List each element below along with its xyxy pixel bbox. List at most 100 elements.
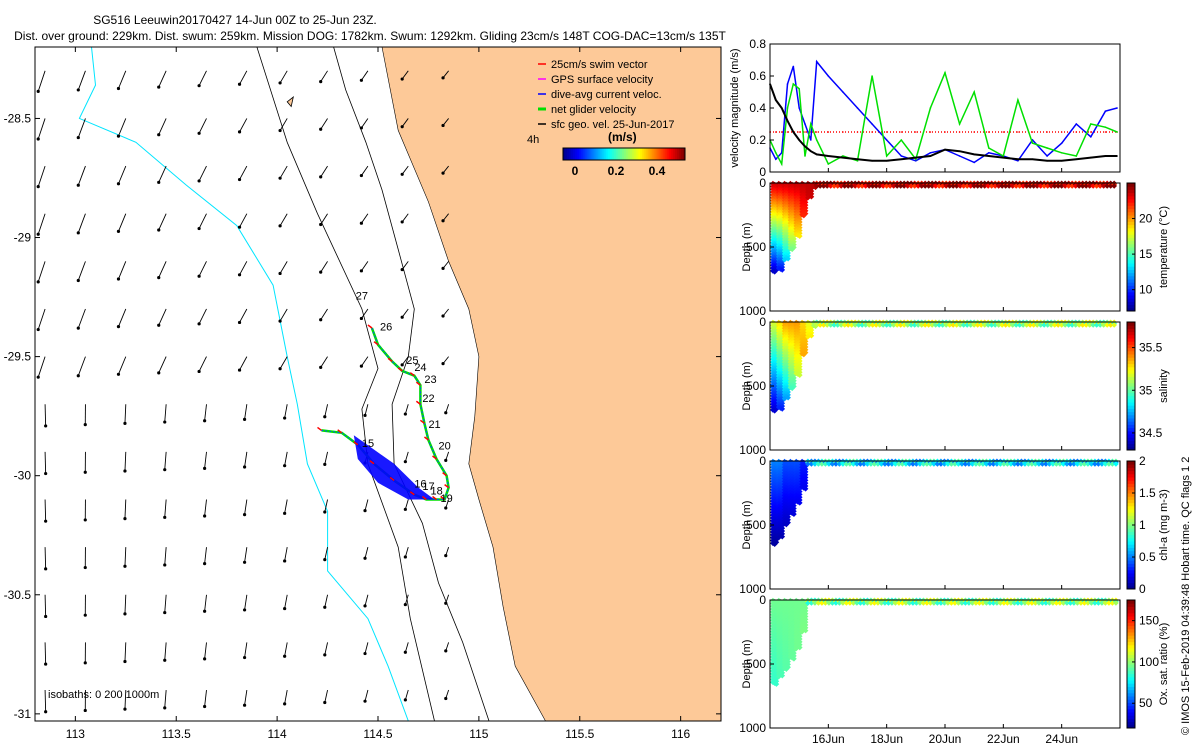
geo-vector-head [123,564,127,568]
point-net-glider [1031,142,1034,144]
geo-vector [118,261,127,280]
geo-vector-head [441,362,445,366]
geo-vector-head [36,327,40,332]
swim-vector [442,472,448,477]
point-dive-avg-current [1090,136,1092,138]
geo-vector [284,642,288,657]
geo-vector-head [44,710,48,714]
geo-vector-head [36,280,40,284]
depth-colorbar-cell [1127,376,1135,381]
velocity-ytick-label: 0.2 [749,133,766,147]
geo-vector [244,594,248,610]
depth-colorbar-cell [1127,202,1135,206]
geo-vector-head [197,84,201,88]
geo-vector-head [323,462,327,466]
depth-panel-frame [769,460,1121,590]
depth-colorbar-cell [1127,421,1135,425]
geo-vector-head [323,510,327,514]
map-colorbar: 0 0.2 0.4 [562,147,686,178]
colorbar-cell [613,148,617,160]
geo-vector-head [163,515,167,519]
point-swim [987,131,990,133]
depth-colorbar-cell [1127,295,1135,299]
depth-colorbar-cell [1127,408,1135,413]
geo-vector [158,165,167,183]
point-sfc-geo-vel- [780,107,783,109]
depth-colorbar-cell [1127,304,1135,309]
point-net-glider [842,155,844,157]
depth-colorbar-frame [1126,599,1136,729]
depth-colorbar-cell [1127,708,1135,713]
day-label-25: 25 [406,355,418,367]
colorbar-cell [624,148,627,160]
geo-vector-head [359,173,363,178]
colorbar-cell [632,148,635,160]
geo-vector-head [278,128,282,133]
geo-vector-head [116,86,121,91]
point-net-glider [885,155,888,157]
geo-vector-head [444,649,448,653]
depth-colorbar-cell [1127,269,1135,274]
depth-colorbar-cell [1127,211,1135,216]
geo-vector [118,308,127,327]
geo-vector [158,261,167,278]
profile-point [775,673,782,680]
point-sfc-geo-vel- [1060,160,1063,162]
depth-colorbar-cell [1127,291,1135,296]
geo-vector [37,356,46,378]
geo-vector [324,689,328,703]
depth-colorbar-cell [1127,430,1135,435]
geo-vector-head [237,320,242,325]
depth-colorbar-cell [1127,183,1135,187]
velocity-ytick-label: 0.4 [749,101,766,115]
geo-vector-head [203,514,207,518]
depth-colorbar-cell [1127,680,1135,684]
geo-vector [320,213,328,225]
depth-colorbar-cell [1127,489,1135,494]
point-dive-avg-current [810,139,812,141]
depth-colorbar-frame [1126,182,1136,312]
geo-vector-head [319,127,323,131]
depth-colorbar-cell [1127,437,1135,441]
point-sfc-geo-vel- [973,153,975,156]
geo-vector-head [441,76,445,80]
copyright-side-text: © IMOS 15-Feb-2019 04:39:48 Hobart time.… [1180,456,1192,735]
depth-colorbar-cell [1127,683,1135,687]
swim-vector [421,495,427,501]
depth-colorbar-cell [1127,424,1135,429]
colorbar-cell [585,148,588,160]
depth-colorbar-cell [1127,515,1135,520]
colorbar-tick-label: 0.5 [1139,550,1156,564]
day-label-21: 21 [428,419,440,431]
geo-vector-head [444,696,448,701]
geo-vector-head [359,126,363,130]
geo-vector-head [283,654,287,658]
depth-ytick-label: 500 [746,240,766,254]
depth-colorbar-cell [1127,641,1135,646]
geo-vector-head [157,276,161,280]
point-dive-avg-current [1116,107,1118,109]
geo-vector [37,261,46,283]
depth-colorbar-cell [1127,619,1135,623]
geo-vector-head [323,653,327,657]
colorbar-cell [658,148,662,160]
geo-vector-head [116,325,121,329]
geo-vector-head [283,464,287,468]
depth-colorbar-cell [1127,221,1135,226]
swim-vector [409,491,415,496]
point-net-glider [815,139,818,141]
depth-ytick-label: 500 [746,657,766,671]
colored-track [321,327,450,500]
geo-vector-head [123,421,127,425]
geo-vector-head [44,519,48,523]
depth-colorbar-cell [1127,338,1135,342]
depth-colorbar-cell [1127,215,1135,219]
geo-vector-head [363,604,367,608]
day-label-27: 27 [356,290,368,302]
shallow-point [1113,600,1119,606]
depth-colorbar-cell [1127,521,1135,526]
geo-vector [37,213,46,235]
profile-point [779,267,786,273]
point-net-glider [1116,131,1118,133]
depth-colorbar-cell [1127,392,1135,397]
